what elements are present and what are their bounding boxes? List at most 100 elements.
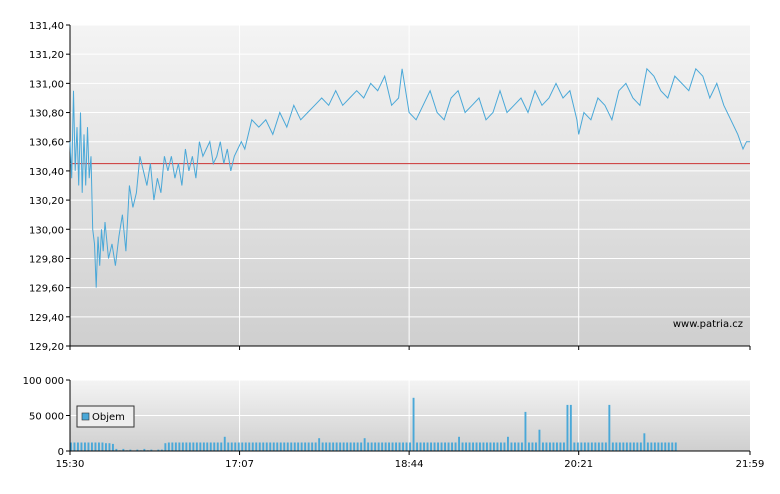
volume-bar: [542, 442, 544, 451]
volume-bar: [395, 442, 397, 451]
volume-bar: [216, 442, 219, 451]
volume-bar: [342, 442, 345, 451]
volume-bar: [500, 442, 502, 451]
volume-bar: [206, 442, 209, 451]
volume-bar: [461, 442, 464, 451]
volume-bar: [493, 442, 495, 451]
volume-bar: [300, 442, 303, 451]
volume-bar: [430, 442, 432, 451]
volume-bar: [307, 442, 310, 451]
volume-bar: [573, 442, 576, 451]
volume-bar: [192, 442, 195, 451]
volume-bar: [185, 442, 188, 451]
volume-bar: [625, 442, 628, 451]
volume-bar: [479, 442, 481, 451]
volume-bar: [77, 442, 79, 451]
volume-bar: [419, 442, 422, 451]
volume-bar: [458, 436, 460, 451]
volume-bar: [377, 442, 380, 451]
volume-bar: [667, 442, 670, 451]
volume-bar: [220, 442, 223, 451]
volume-bar: [115, 448, 118, 451]
volume-bar: [391, 442, 394, 451]
volume-bar: [405, 442, 408, 451]
volume-bar: [472, 442, 474, 451]
volume-bar: [426, 442, 429, 451]
volume-bar: [94, 442, 97, 451]
volume-bar: [283, 442, 286, 451]
volume-bar: [174, 442, 177, 451]
volume-bar: [580, 442, 583, 451]
volume-bar: [653, 442, 656, 451]
volume-bar: [650, 442, 653, 451]
price-series-line: [69, 67, 750, 288]
volume-bar: [524, 411, 527, 451]
volume-bar: [444, 442, 446, 451]
volume-bar: [639, 442, 642, 451]
price-tick-label: 130,20: [29, 196, 64, 207]
volume-bar: [615, 442, 618, 451]
price-tick-label: 131,00: [29, 79, 64, 90]
volume-bar: [482, 442, 485, 451]
volume-bar: [346, 442, 349, 451]
volume-bar: [209, 442, 212, 451]
volume-bar: [528, 442, 530, 451]
volume-bar: [276, 442, 279, 451]
volume-bar: [181, 442, 184, 451]
volume-bar: [297, 442, 300, 451]
volume-bar: [465, 442, 467, 451]
volume-bar: [112, 443, 114, 451]
volume-bar: [213, 442, 216, 451]
volume-bar: [440, 442, 443, 451]
volume-bar: [447, 442, 450, 451]
volume-bar: [510, 442, 513, 451]
volume-bar: [91, 442, 93, 451]
volume-bar: [293, 442, 296, 451]
price-tick-label: 130,80: [29, 109, 64, 120]
volume-bar: [87, 442, 90, 451]
legend-label: Objem: [92, 412, 125, 423]
volume-bar: [370, 442, 373, 451]
volume-bar: [590, 442, 593, 451]
volume-bar: [262, 442, 265, 451]
volume-bar: [195, 442, 198, 451]
volume-bar: [597, 442, 600, 451]
volume-bar: [223, 436, 226, 451]
volume-bar: [290, 442, 293, 451]
volume-bar: [164, 443, 167, 451]
volume-bar: [272, 442, 275, 451]
volume-bar: [321, 442, 324, 451]
volume-bar: [451, 442, 453, 451]
volume-bar: [384, 442, 387, 451]
volume-bar: [632, 442, 635, 451]
volume-bar: [258, 442, 261, 451]
volume-bar: [255, 442, 258, 451]
volume-bar: [503, 442, 506, 451]
volume-bar: [318, 438, 321, 451]
volume-bar: [241, 442, 244, 451]
volume-bar: [535, 442, 537, 451]
volume-bar: [98, 442, 100, 451]
price-tick-label: 129,80: [29, 254, 64, 265]
volume-bar: [437, 442, 439, 451]
volume-bar: [150, 449, 153, 451]
volume-bar: [454, 442, 457, 451]
volume-bar: [538, 429, 541, 451]
volume-bar: [517, 442, 520, 451]
time-tick-label: 18:44: [395, 459, 424, 470]
volume-panel: 0 50 000 100 000: [23, 376, 750, 458]
volume-bar: [230, 442, 233, 451]
volume-bar: [416, 442, 418, 451]
volume-bar: [664, 442, 667, 451]
volume-bar: [559, 442, 562, 451]
volume-bar: [157, 449, 160, 451]
volume-bar: [601, 442, 604, 451]
price-tick-label: 131,40: [29, 21, 64, 32]
time-tick-label: 20:21: [564, 459, 593, 470]
volume-bar: [381, 442, 384, 451]
volume-bar: [563, 442, 565, 451]
volume-bar: [388, 442, 390, 451]
time-tick-label: 21:59: [736, 459, 765, 470]
